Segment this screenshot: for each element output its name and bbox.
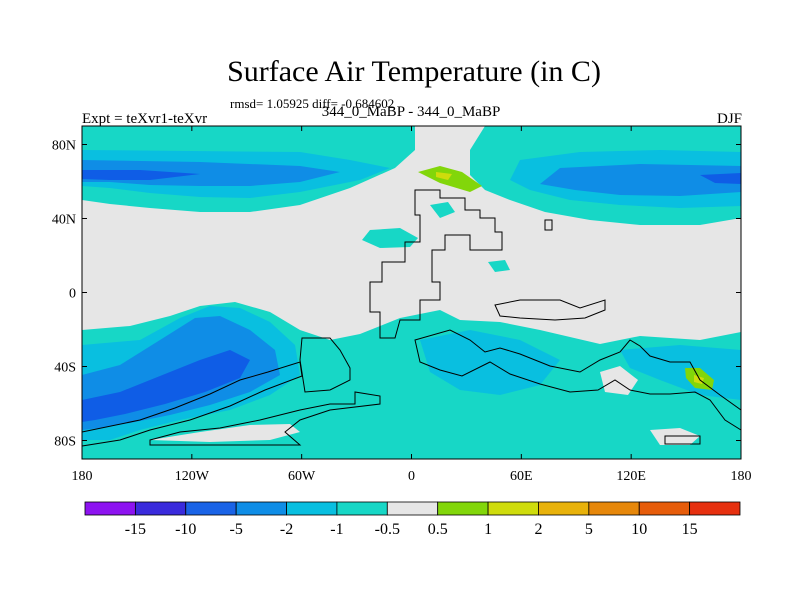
field-patch-na bbox=[362, 228, 418, 248]
colorbar-swatch bbox=[689, 501, 741, 516]
map-subtitle-stats: rmsd= 1.05925 diff= -0.684602 bbox=[230, 96, 395, 111]
map-experiment-label: Expt = teXvr1-teXvr bbox=[82, 111, 208, 127]
x-tick-label: 60W bbox=[288, 469, 316, 484]
colorbar-swatch bbox=[235, 501, 287, 516]
y-tick-label: 80N bbox=[52, 139, 76, 154]
coastlines bbox=[81, 189, 742, 447]
colorbar-label: -0.5 bbox=[375, 521, 400, 538]
coast-asia-east bbox=[494, 299, 606, 321]
x-tick-label: 60E bbox=[510, 469, 533, 484]
colorbar-swatch bbox=[538, 501, 590, 516]
colorbar-swatch bbox=[84, 501, 136, 516]
x-tick-label: 180 bbox=[72, 469, 93, 484]
coast-island-2 bbox=[664, 435, 701, 445]
colorbar-swatch bbox=[638, 501, 691, 516]
colorbar-label: -1 bbox=[330, 521, 343, 538]
field-south-grey-pac bbox=[600, 366, 638, 395]
coast-island-1 bbox=[544, 219, 553, 231]
colorbar: -15 -10 -5 -2 -1 -0.5 0.5 1 2 5 10 15 bbox=[84, 501, 741, 538]
y-tick-label: 0 bbox=[69, 287, 76, 302]
coast-africa-europe bbox=[369, 189, 503, 339]
field-south-deep bbox=[82, 350, 250, 422]
colorbar-swatch bbox=[437, 501, 489, 516]
field-north-deep-west bbox=[82, 170, 200, 180]
field-antarctic-grey bbox=[150, 424, 300, 442]
y-tick-label: 40S bbox=[54, 361, 76, 376]
colorbar-swatch bbox=[185, 501, 237, 516]
colorbar-label: 10 bbox=[631, 521, 647, 538]
colorbar-label: 15 bbox=[682, 521, 698, 538]
colorbar-swatch bbox=[386, 501, 439, 516]
y-tick-label: 40N bbox=[52, 213, 76, 228]
colorbar-label: 1 bbox=[484, 521, 492, 538]
x-tick-label: 120W bbox=[175, 469, 210, 484]
map-axes: 180 120W 60W 0 60E 120E 180 80N 40N 0 40S 80S bbox=[52, 126, 752, 484]
field-arctic-warm-core bbox=[436, 172, 452, 180]
x-tick-label: 0 bbox=[408, 469, 415, 484]
colorbar-swatch bbox=[588, 501, 640, 516]
map-center-label: 344_0_MaBP - 344_0_MaBP bbox=[321, 104, 501, 120]
colorbar-label: 2 bbox=[534, 521, 542, 538]
temperature-field bbox=[82, 126, 741, 459]
field-patch-eu bbox=[430, 202, 455, 218]
colorbar-swatch bbox=[134, 501, 187, 516]
colorbar-swatch bbox=[336, 501, 388, 516]
coast-antarctic-peninsula bbox=[149, 391, 381, 446]
colorbar-label: -10 bbox=[175, 521, 196, 538]
colorbar-label: 0.5 bbox=[428, 521, 448, 538]
map-season-label: DJF bbox=[716, 111, 742, 127]
field-north-deep-east bbox=[700, 173, 741, 184]
y-tick-label: 80S bbox=[54, 435, 76, 450]
x-tick-label: 180 bbox=[731, 469, 752, 484]
x-tick-label: 120E bbox=[616, 469, 646, 484]
colorbar-swatch bbox=[286, 501, 338, 516]
colorbar-swatch bbox=[487, 501, 539, 516]
colorbar-label: -5 bbox=[229, 521, 242, 538]
field-arctic-warm bbox=[418, 166, 482, 192]
colorbar-label: -15 bbox=[125, 521, 146, 538]
map-title: Surface Air Temperature (in C) bbox=[227, 55, 601, 88]
field-north-strong-east bbox=[540, 164, 741, 196]
field-patch-asia bbox=[488, 260, 510, 272]
coast-antarctic-left bbox=[81, 361, 303, 447]
colorbar-label: 5 bbox=[585, 521, 593, 538]
colorbar-label: -2 bbox=[280, 521, 293, 538]
